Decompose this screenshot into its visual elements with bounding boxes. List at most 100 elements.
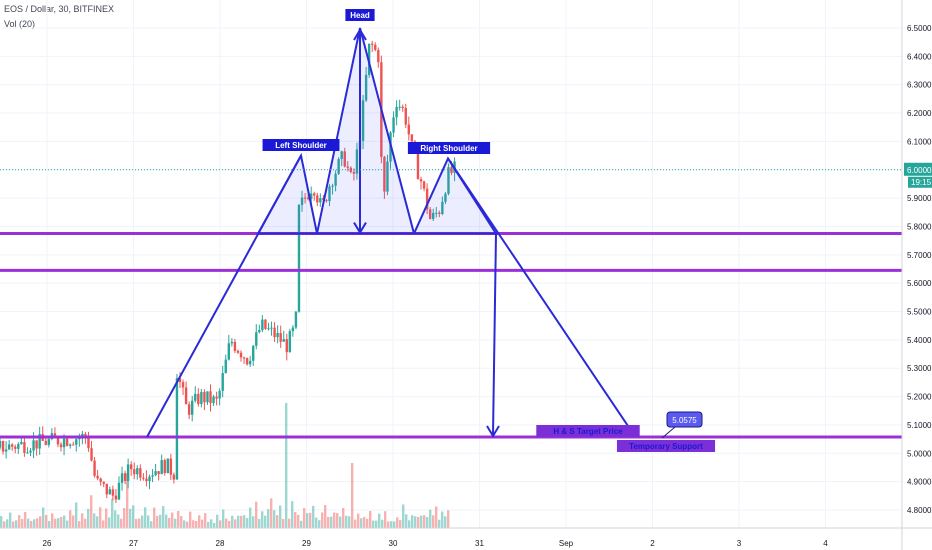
head-and-shoulders-drawing[interactable] [146, 27, 633, 438]
volume-bar [102, 520, 105, 528]
candle-body [29, 450, 32, 453]
candle-body [72, 444, 75, 446]
trend-line-right[interactable] [447, 157, 633, 433]
volume-bar [132, 505, 135, 528]
volume-bar [264, 515, 267, 528]
arrow-head-down [353, 222, 367, 235]
volume-bar [312, 505, 315, 528]
candle-body [297, 205, 301, 312]
volume-bar [306, 513, 309, 528]
volume-bar [291, 501, 294, 528]
horizontal-lines[interactable] [0, 232, 902, 439]
volume-bar [393, 521, 396, 528]
price-tick-label: 6.3000 [907, 81, 932, 90]
candle-body [282, 339, 285, 342]
price-tick-label: 5.9000 [907, 194, 932, 203]
candle-body [178, 378, 182, 383]
left-shoulder-triangle[interactable] [256, 152, 319, 235]
volume-bar [201, 519, 204, 528]
candle-body [17, 444, 20, 449]
candle-body [303, 197, 307, 199]
candle-body [276, 333, 279, 338]
trend-line-left[interactable] [146, 155, 302, 438]
volume-bar [42, 507, 45, 528]
right-shoulder-label-box [407, 142, 491, 154]
volume-bar [225, 518, 228, 528]
price-tick-label: 5.0000 [907, 449, 932, 458]
current-price-badge[interactable] [904, 162, 932, 176]
volume-bar [300, 520, 303, 528]
candle-body [26, 452, 29, 454]
candle-body [224, 359, 227, 374]
volume-bar [39, 516, 42, 528]
volume-bar [54, 518, 57, 528]
candle-body [126, 464, 130, 481]
candle-body [172, 474, 176, 480]
candle-body [432, 212, 435, 219]
candle-body [364, 74, 368, 101]
volume-bar [303, 508, 306, 528]
volume-bar [171, 512, 174, 528]
volume-bar [375, 520, 378, 528]
time-tick-label: 31 [475, 539, 484, 548]
volume-bar [297, 514, 300, 528]
volume-bar [270, 498, 273, 528]
right-shoulder-label: Right Shoulder [420, 144, 477, 153]
candle-body [59, 444, 63, 448]
volume-bar [147, 515, 150, 528]
volume-bar [180, 516, 183, 528]
volume-bar [192, 520, 195, 528]
volume-bar [381, 519, 384, 528]
volume-bar [87, 508, 90, 528]
volume-bar [417, 516, 420, 528]
candle-body [151, 475, 154, 477]
volume-bar [423, 515, 426, 528]
candle-body [383, 156, 386, 192]
volume-bar [24, 511, 27, 528]
volume-bar [96, 516, 99, 528]
candle-body [261, 319, 264, 331]
candle-body [349, 167, 353, 172]
volume-bar [240, 515, 243, 528]
candle-body [14, 446, 17, 449]
price-tick-label: 5.8000 [907, 222, 932, 231]
time-axis[interactable]: 26 27 28 29 30 31 Sep 2 3 4 [0, 527, 932, 548]
candle-body [75, 439, 78, 445]
volume-bar [195, 521, 198, 528]
volume-bar [138, 518, 141, 528]
volume-bar [444, 516, 447, 528]
volume-bar [288, 518, 291, 528]
volume-bar [405, 514, 408, 528]
volume-bar [18, 515, 21, 528]
volume-bar [216, 514, 219, 528]
volume-bar [399, 520, 402, 528]
right-shoulder-triangle[interactable] [412, 156, 498, 235]
volume-bar [372, 520, 375, 528]
price-tick-label: 5.1000 [907, 421, 932, 430]
volume-bar [204, 513, 207, 528]
target-projection-arrow[interactable] [492, 233, 497, 436]
candle-body [340, 151, 343, 160]
volume-bar [402, 504, 405, 528]
price-tick-label: 5.4000 [907, 336, 932, 345]
candle-body [447, 167, 450, 194]
volume-bar [159, 514, 162, 528]
candle-body [450, 167, 453, 173]
volume-bar [213, 522, 216, 528]
volume-bar [258, 519, 261, 528]
time-tick-label: 29 [302, 539, 311, 548]
head-triangle[interactable] [315, 27, 416, 235]
volume-bar [351, 463, 354, 528]
volume-bar [183, 520, 186, 528]
volume-bar [81, 513, 84, 528]
price-tick-label: 4.9000 [907, 478, 932, 487]
time-tick-label: 2 [650, 539, 655, 548]
candle-body [47, 439, 51, 445]
arrow-head-up [353, 28, 367, 41]
candle-body [160, 460, 163, 475]
temporary-support-label: Temporary Support [629, 442, 703, 451]
time-tick-label: 30 [389, 539, 398, 548]
price-tick-label: 6.2000 [907, 109, 932, 118]
